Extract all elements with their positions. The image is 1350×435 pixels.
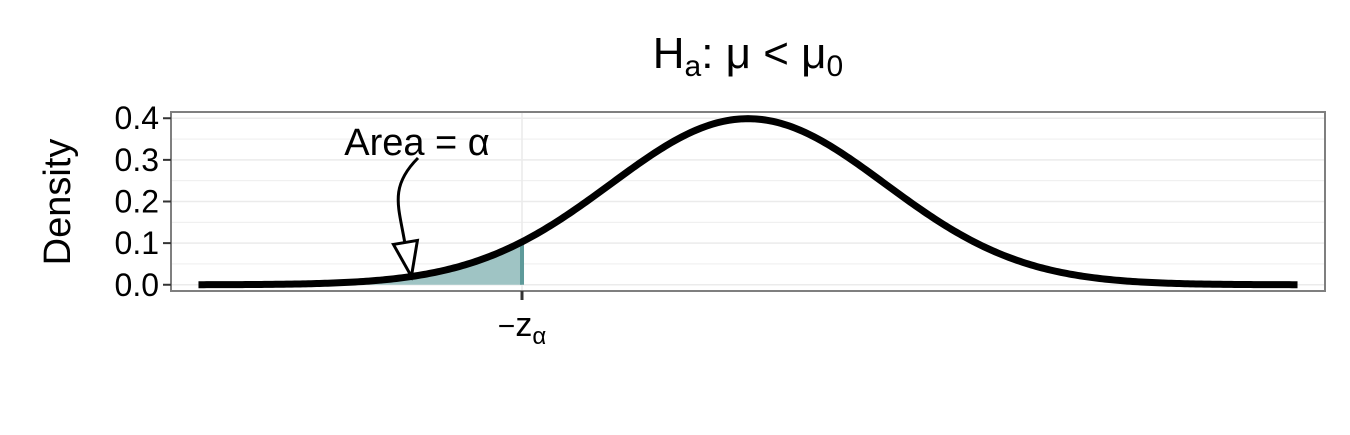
arrow-head [391, 238, 420, 281]
annotation-arrow [391, 156, 420, 281]
y-tick-label: 0.0 [115, 267, 159, 303]
y-tick-label: 0.1 [115, 225, 159, 261]
density-curve-layer [197, 115, 1299, 289]
chart-title: Ha: μ < μ0 [653, 29, 843, 83]
y-tick-label: 0.4 [115, 100, 159, 136]
density-curve [197, 115, 1299, 289]
y-tick-label: 0.2 [115, 184, 159, 220]
x-tick-label-critical: −zα [498, 306, 547, 350]
x-tick-subscript: α [532, 323, 546, 350]
title-subscript-a: a [685, 50, 702, 83]
arrow-shaft [396, 156, 420, 247]
title-middle: : μ < μ [701, 29, 826, 78]
title-subscript-0: 0 [827, 50, 844, 83]
y-axis-ticks: 0.0 0.1 0.2 0.3 0.4 [115, 100, 171, 303]
y-tick-label: 0.3 [115, 142, 159, 178]
y-axis-label: Density [37, 139, 79, 266]
area-annotation: Area = α [344, 122, 490, 164]
